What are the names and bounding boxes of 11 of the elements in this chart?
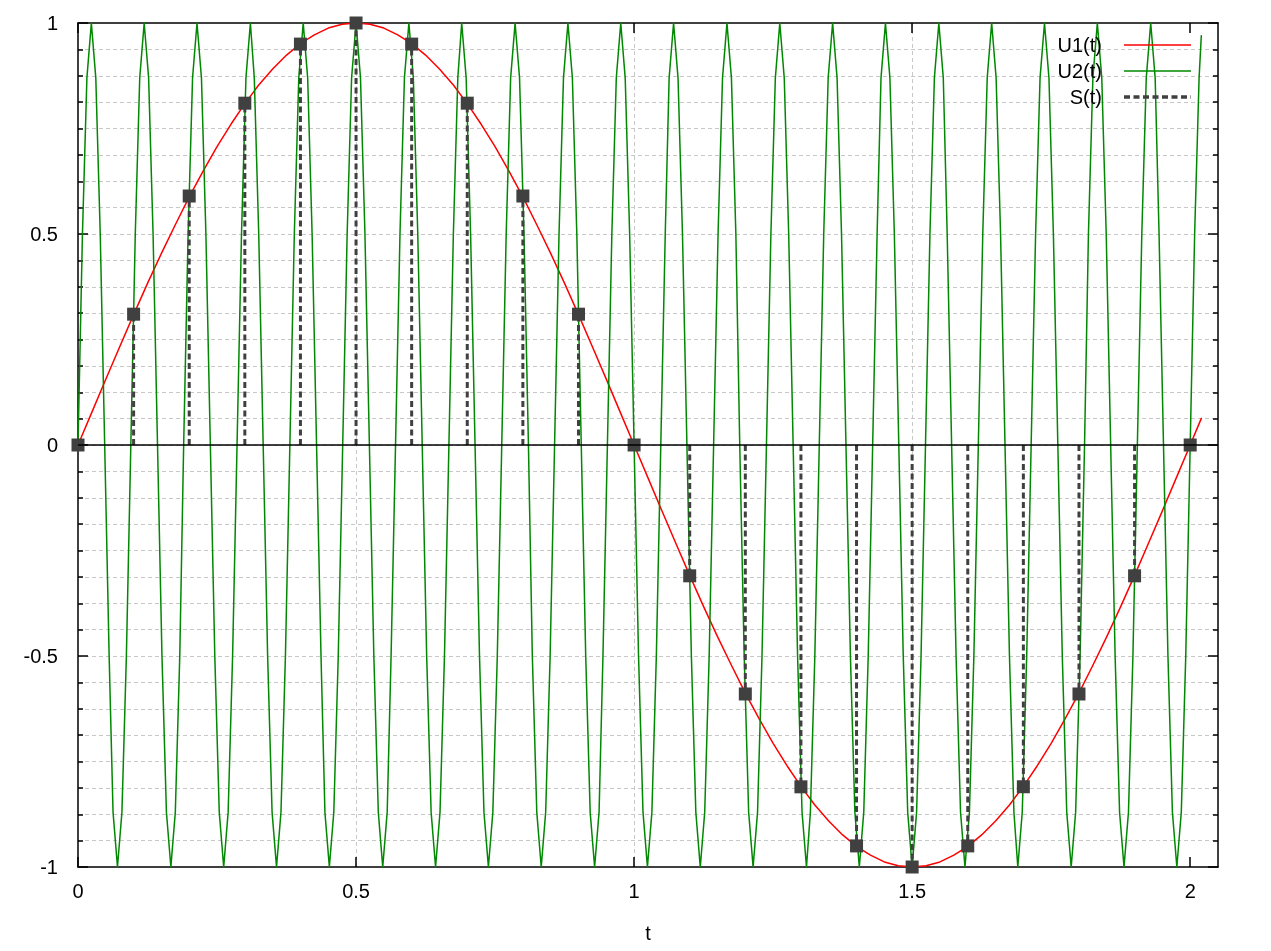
y-tick-label: 0 — [46, 434, 58, 456]
x-tick-label: 0.5 — [342, 880, 370, 902]
y-tick-label: -0.5 — [23, 645, 58, 667]
x-axis-title: t — [645, 922, 652, 944]
y-tick-label: 1 — [46, 12, 58, 34]
y-tick-label: -1 — [40, 856, 58, 878]
x-tick-label: 1.5 — [898, 880, 927, 902]
x-tick-label: 0 — [72, 880, 84, 902]
y-tick-label: 0.5 — [30, 223, 58, 245]
x-tick-label: 1 — [628, 880, 640, 902]
x-tick-label: 2 — [1184, 880, 1196, 902]
